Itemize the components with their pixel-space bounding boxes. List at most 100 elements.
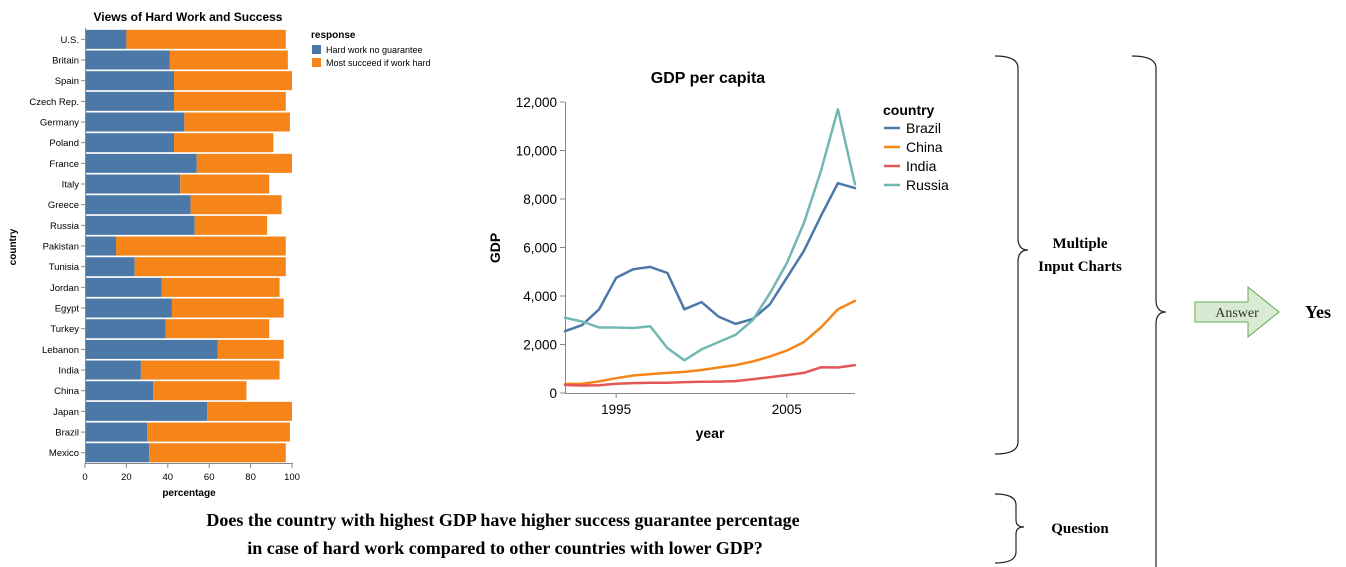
bar-jordan-hard-work-no-guarantee (85, 277, 162, 297)
legend-label-most-succeed: Most succeed if work hard (326, 58, 431, 68)
bar-czech-rep-hard-work-no-guarantee (85, 91, 175, 111)
bar-spain-most-succeed-if-work-hard (174, 71, 292, 91)
bar-x-tick-label: 0 (82, 472, 87, 483)
legend-label-china: China (906, 139, 943, 155)
bar-y-tick-label-brazil: Brazil (55, 428, 79, 439)
bar-y-tick-label-japan: Japan (53, 407, 79, 418)
bar-legend: response Hard work no guarantee Most suc… (311, 30, 431, 68)
bar-mexico-most-succeed-if-work-hard (149, 443, 286, 463)
bar-czech-rep-most-succeed-if-work-hard (174, 91, 286, 111)
series-line-india (563, 363, 857, 387)
bar-tunisia-hard-work-no-guarantee (85, 257, 135, 277)
bar-india-most-succeed-if-work-hard (140, 360, 280, 380)
hard-work-bar-chart: Views of Hard Work and Success U.S. Brita… (8, 10, 431, 499)
multiple-charts-label-line2: Input Charts (1038, 259, 1122, 275)
bar-y-tick-label-lebanon: Lebanon (42, 345, 79, 356)
legend-label-brazil: Brazil (906, 120, 941, 136)
line-y-tick-label: 12,000 (516, 95, 557, 110)
bar-germany-hard-work-no-guarantee (85, 112, 185, 132)
bar-y-tick-label-turkey: Turkey (50, 324, 79, 335)
bar-y-tick-label-czech-rep: Czech Rep. (29, 97, 79, 108)
bar-x-tick-label: 60 (204, 472, 215, 483)
series-line-brazil (563, 181, 857, 333)
bar-mexico-hard-work-no-guarantee (85, 443, 150, 463)
bar-x-tick-label: 80 (245, 472, 256, 483)
line-legend: country Brazil China India Russia (883, 102, 949, 193)
bar-lebanon-hard-work-no-guarantee (85, 339, 218, 359)
bar-poland-hard-work-no-guarantee (85, 133, 175, 153)
bar-y-tick-label-china: China (54, 386, 80, 397)
gdp-line-chart: GDP per capita 0 2,000 4,000 6,000 8,000 10,0… (487, 70, 949, 441)
bar-pakistan-most-succeed-if-work-hard (116, 236, 286, 256)
answer-arrow-label: Answer (1215, 306, 1259, 321)
question-label: Question (1051, 521, 1109, 537)
bar-y-tick-label-italy: Italy (62, 180, 80, 191)
bar-japan-most-succeed-if-work-hard (207, 401, 292, 421)
series-line-russia (563, 108, 857, 362)
bar-y-tick-label-pakistan: Pakistan (43, 242, 79, 253)
bar-x-axis-title: percentage (162, 488, 216, 499)
bar-y-tick-label-spain: Spain (55, 76, 79, 87)
line-y-tick-label: 4,000 (523, 289, 557, 304)
bar-chart-title: Views of Hard Work and Success (94, 10, 283, 24)
line-x-axis-title: year (696, 425, 725, 441)
bar-y-tick-label-greece: Greece (48, 200, 79, 211)
bar-tunisia-most-succeed-if-work-hard (134, 257, 286, 277)
bar-legend-title: response (311, 30, 356, 41)
line-y-tick-label: 8,000 (523, 192, 557, 207)
bar-x-tick-label: 40 (163, 472, 174, 483)
bar-pakistan-hard-work-no-guarantee (85, 236, 117, 256)
bar-poland-most-succeed-if-work-hard (174, 133, 274, 153)
bar-china-most-succeed-if-work-hard (153, 381, 247, 401)
bar-y-tick-label-mexico: Mexico (49, 448, 79, 459)
bar-egypt-most-succeed-if-work-hard (171, 298, 284, 318)
bar-britain-most-succeed-if-work-hard (169, 50, 288, 70)
bar-brazil-hard-work-no-guarantee (85, 422, 148, 442)
line-y-axis-title: GDP (487, 233, 503, 263)
bar-y-tick-label-egypt: Egypt (55, 304, 80, 315)
question-text-line1: Does the country with highest GDP have h… (206, 510, 799, 530)
bar-turkey-hard-work-no-guarantee (85, 319, 166, 339)
question-text-line2: in case of hard work compared to other c… (247, 538, 762, 558)
bar-y-tick-label-germany: Germany (40, 118, 79, 129)
bar-india-hard-work-no-guarantee (85, 360, 141, 380)
bar-lebanon-most-succeed-if-work-hard (217, 339, 284, 359)
bar-britain-hard-work-no-guarantee (85, 50, 170, 70)
legend-swatch-most-succeed (312, 58, 321, 67)
bar-y-tick-label-jordan: Jordan (50, 283, 79, 294)
question-brace (994, 493, 1025, 564)
series-line-china (563, 299, 857, 386)
bar-france-hard-work-no-guarantee (85, 153, 197, 173)
bar-y-tick-label-britain: Britain (52, 56, 79, 67)
bar-france-most-succeed-if-work-hard (196, 153, 292, 173)
line-y-tick-label: 2,000 (523, 338, 557, 353)
line-x-tick-label: 1995 (601, 402, 631, 417)
legend-label-hard-work-no-guarantee: Hard work no guarantee (326, 45, 423, 55)
bar-y-tick-label-france: France (49, 159, 79, 170)
bar-greece-hard-work-no-guarantee (85, 195, 191, 215)
bar-italy-hard-work-no-guarantee (85, 174, 181, 194)
bar-y-tick-label-u-s: U.S. (61, 35, 79, 46)
bar-turkey-most-succeed-if-work-hard (165, 319, 270, 339)
multiple-charts-label-line1: Multiple (1053, 236, 1108, 252)
answer-value: Yes (1305, 302, 1331, 322)
bar-greece-most-succeed-if-work-hard (190, 195, 282, 215)
bar-y-axis-title: country (8, 228, 19, 265)
overall-brace (1131, 55, 1167, 567)
annotation-braces: Multiple Input Charts Question Answer Ye… (994, 55, 1331, 567)
bar-italy-most-succeed-if-work-hard (180, 174, 270, 194)
legend-label-russia: Russia (906, 177, 949, 193)
bar-jordan-most-succeed-if-work-hard (161, 277, 280, 297)
bar-egypt-hard-work-no-guarantee (85, 298, 172, 318)
line-chart-title: GDP per capita (651, 70, 766, 87)
line-y-tick-label: 6,000 (523, 241, 557, 256)
multiple-charts-brace (994, 55, 1029, 455)
answer-arrow (1194, 285, 1280, 339)
bar-u-s-hard-work-no-guarantee (85, 29, 127, 49)
bar-china-hard-work-no-guarantee (85, 381, 154, 401)
bar-x-tick-label: 100 (284, 472, 300, 483)
bar-spain-hard-work-no-guarantee (85, 71, 175, 91)
legend-swatch-hard-work-no-guarantee (312, 45, 321, 54)
bar-y-tick-label-russia: Russia (50, 221, 80, 232)
